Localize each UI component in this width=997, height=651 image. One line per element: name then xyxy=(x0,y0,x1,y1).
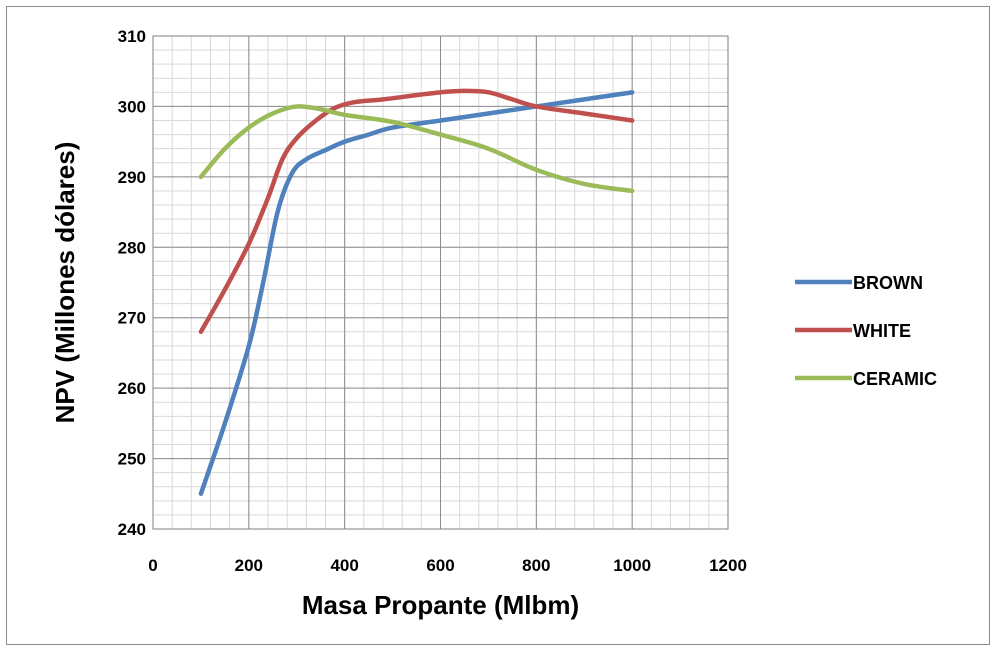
y-tick-label: 260 xyxy=(118,379,146,398)
legend-label-ceramic: CERAMIC xyxy=(853,369,937,389)
series-line-ceramic xyxy=(198,104,635,194)
y-tick-label: 290 xyxy=(118,168,146,187)
y-tick-label: 280 xyxy=(118,238,146,257)
x-tick-label: 400 xyxy=(330,556,358,575)
y-tick-label: 300 xyxy=(118,97,146,116)
y-tick-label: 310 xyxy=(118,27,146,46)
x-tick-label: 0 xyxy=(148,556,157,575)
y-tick-labels: 240 250 260 270 280 290 300 310 xyxy=(118,27,146,539)
legend-label-white: WHITE xyxy=(853,321,911,341)
plot-area-border xyxy=(152,35,729,530)
y-axis-title: NPV (Millones dólares) xyxy=(50,142,80,424)
x-tick-label: 1200 xyxy=(709,556,747,575)
legend: BROWN WHITE CERAMIC xyxy=(795,273,937,389)
x-tick-labels: 0 200 400 600 800 1000 1200 xyxy=(148,556,747,575)
y-tick-label: 270 xyxy=(118,309,146,328)
series-line-brown xyxy=(198,90,635,497)
series-lines xyxy=(198,88,635,497)
series-line-white xyxy=(198,88,635,335)
major-gridlines xyxy=(152,35,729,530)
x-tick-label: 1000 xyxy=(613,556,651,575)
x-axis-title: Masa Propante (Mlbm) xyxy=(302,590,579,620)
x-tick-label: 600 xyxy=(426,556,454,575)
legend-label-brown: BROWN xyxy=(853,273,923,293)
y-tick-label: 250 xyxy=(118,450,146,469)
x-tick-label: 200 xyxy=(235,556,263,575)
y-tick-label: 240 xyxy=(118,520,146,539)
x-tick-label: 800 xyxy=(522,556,550,575)
